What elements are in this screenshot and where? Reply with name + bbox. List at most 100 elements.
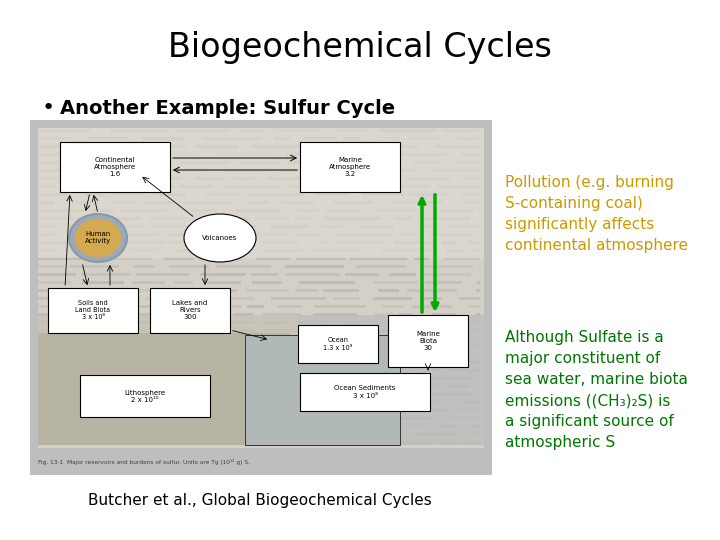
Bar <box>309 425 360 428</box>
Bar <box>149 217 187 220</box>
Bar <box>124 185 175 188</box>
Bar <box>371 161 399 164</box>
Bar <box>296 345 351 348</box>
Bar <box>362 369 406 372</box>
Bar <box>423 265 473 268</box>
Bar <box>151 361 180 364</box>
Bar <box>110 129 167 132</box>
Bar <box>369 345 417 348</box>
Bar <box>38 233 54 236</box>
Bar <box>470 321 480 324</box>
Bar <box>138 313 172 316</box>
Bar <box>96 225 143 228</box>
Bar <box>412 305 452 308</box>
Bar <box>405 177 451 180</box>
Bar <box>293 377 312 380</box>
Bar <box>262 249 302 252</box>
Bar <box>444 361 480 364</box>
Bar <box>38 193 68 196</box>
Bar <box>38 353 74 356</box>
Bar <box>407 289 457 292</box>
Bar <box>449 225 480 228</box>
Bar <box>205 193 238 196</box>
Bar <box>177 249 221 252</box>
Bar <box>400 153 447 156</box>
Bar <box>38 361 95 364</box>
Bar <box>300 369 344 372</box>
Bar <box>169 265 209 268</box>
Bar <box>149 169 206 172</box>
Bar <box>209 377 225 380</box>
Bar <box>412 225 442 228</box>
Bar <box>397 145 419 148</box>
Bar <box>388 315 468 367</box>
Bar <box>389 273 416 276</box>
Bar <box>439 441 455 444</box>
Text: Another Example: Sulfur Cycle: Another Example: Sulfur Cycle <box>60 98 395 118</box>
Bar <box>333 297 360 300</box>
Bar <box>285 273 340 276</box>
Bar <box>216 369 263 372</box>
Bar <box>331 337 388 340</box>
Bar <box>416 433 459 436</box>
Bar <box>196 289 237 292</box>
Bar <box>60 142 170 192</box>
Bar <box>109 241 165 244</box>
Bar <box>143 201 173 204</box>
Bar <box>391 433 411 436</box>
Bar <box>38 377 76 380</box>
Text: Marine
Atmosphere
3.2: Marine Atmosphere 3.2 <box>329 157 371 177</box>
Bar <box>289 441 332 444</box>
Bar <box>431 345 480 348</box>
Bar <box>38 257 84 260</box>
Bar <box>136 321 156 324</box>
Bar <box>82 281 124 284</box>
Bar <box>298 325 378 363</box>
Bar <box>114 345 155 348</box>
Bar <box>169 233 225 236</box>
Bar <box>180 161 229 164</box>
Bar <box>38 137 74 140</box>
Bar <box>167 145 187 148</box>
Bar <box>38 145 87 148</box>
Bar <box>124 377 153 380</box>
Bar <box>298 361 356 364</box>
Bar <box>72 441 106 444</box>
Bar <box>381 249 432 252</box>
Ellipse shape <box>184 214 256 262</box>
Bar <box>272 369 292 372</box>
Bar <box>38 321 65 324</box>
Bar <box>145 297 204 300</box>
Bar <box>297 209 319 212</box>
Bar <box>238 441 271 444</box>
Bar <box>395 337 432 340</box>
Bar <box>82 377 116 380</box>
Text: Biogeochemical Cycles: Biogeochemical Cycles <box>168 31 552 64</box>
Bar <box>75 161 123 164</box>
Bar <box>38 201 54 204</box>
Bar <box>379 137 402 140</box>
Bar <box>170 241 203 244</box>
Bar <box>237 417 261 420</box>
Bar <box>200 345 242 348</box>
Bar <box>95 145 149 148</box>
Bar <box>235 233 292 236</box>
Bar <box>377 185 429 188</box>
Bar <box>461 193 480 196</box>
Bar <box>38 433 61 436</box>
Bar <box>335 233 393 236</box>
Bar <box>123 233 159 236</box>
Bar <box>282 353 318 356</box>
Bar <box>378 289 399 292</box>
Text: Lithosphere
2 x 10¹⁰: Lithosphere 2 x 10¹⁰ <box>125 389 166 402</box>
Bar <box>276 169 312 172</box>
Bar <box>469 433 480 436</box>
Bar <box>142 137 184 140</box>
Bar <box>262 313 301 316</box>
Bar <box>134 433 173 436</box>
Bar <box>332 177 390 180</box>
Bar <box>249 193 304 196</box>
Bar <box>313 249 363 252</box>
Bar <box>396 385 445 388</box>
Bar <box>389 201 421 204</box>
